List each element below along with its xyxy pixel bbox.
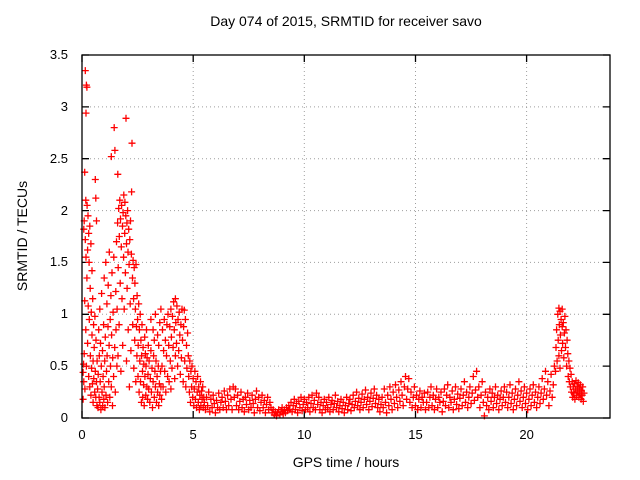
grid-lines	[82, 55, 610, 418]
x-tick-label: 15	[408, 427, 423, 442]
y-tick-label: 2	[60, 202, 68, 218]
y-tick-label: 1	[60, 306, 68, 322]
y-tick-label: 0	[60, 410, 68, 425]
y-tick-label: 3.5	[49, 47, 68, 62]
y-tick-label: 0.5	[49, 358, 68, 374]
plot-border	[81, 54, 611, 419]
x-tick-label: 10	[297, 427, 312, 442]
x-tick-label: 20	[519, 427, 534, 442]
axis-ticks	[81, 54, 610, 419]
y-tick-label: 3	[60, 98, 68, 114]
x-axis-label: GPS time / hours	[292, 454, 400, 470]
x-tick-label: 0	[78, 427, 86, 442]
y-tick-label: 2.5	[49, 150, 68, 166]
chart-title: Day 074 of 2015, SRMTID for receiver sav…	[210, 13, 482, 29]
data-points	[79, 67, 588, 420]
y-tick-label: 1.5	[49, 254, 68, 270]
x-tick-label: 5	[189, 427, 197, 442]
